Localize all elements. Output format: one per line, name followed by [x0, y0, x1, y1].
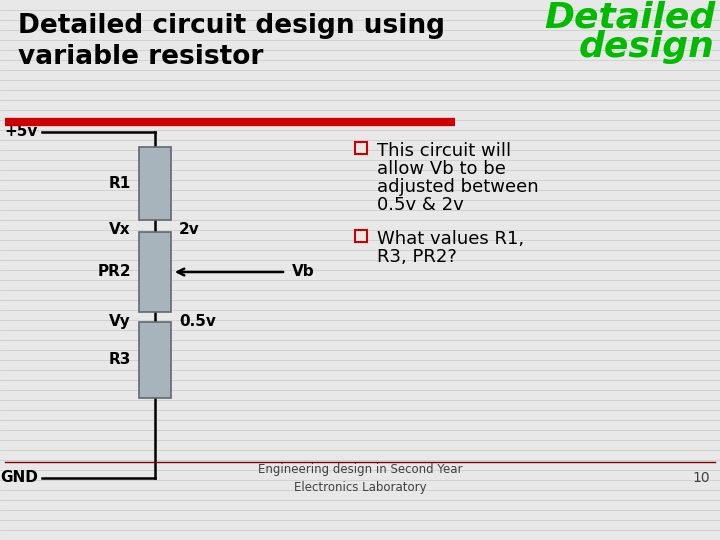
- Text: Engineering design in Second Year
Electronics Laboratory: Engineering design in Second Year Electr…: [258, 462, 462, 494]
- Text: +5v: +5v: [4, 124, 38, 138]
- Text: R3, PR2?: R3, PR2?: [377, 248, 457, 266]
- Text: What values R1,: What values R1,: [377, 230, 524, 248]
- Text: Vy: Vy: [109, 314, 131, 329]
- Bar: [139, 322, 171, 398]
- Text: PR2: PR2: [97, 265, 131, 280]
- Text: Detailed circuit design using
variable resistor: Detailed circuit design using variable r…: [18, 13, 445, 70]
- Text: 10: 10: [693, 471, 710, 485]
- Text: GND: GND: [0, 469, 38, 484]
- Text: R1: R1: [109, 176, 131, 191]
- Text: 2v: 2v: [179, 222, 199, 237]
- Bar: [139, 147, 171, 220]
- Text: This circuit will: This circuit will: [377, 142, 511, 160]
- Text: allow Vb to be: allow Vb to be: [377, 160, 506, 178]
- Text: 0.5v & 2v: 0.5v & 2v: [377, 196, 464, 214]
- Text: Vx: Vx: [109, 222, 131, 237]
- Bar: [355, 230, 367, 242]
- Text: R3: R3: [109, 353, 131, 368]
- Bar: [139, 232, 171, 312]
- Text: Vb: Vb: [292, 264, 315, 279]
- Text: design: design: [579, 30, 715, 64]
- Text: Detailed: Detailed: [544, 0, 715, 34]
- Bar: [355, 142, 367, 154]
- Text: 0.5v: 0.5v: [179, 314, 216, 329]
- Text: adjusted between: adjusted between: [377, 178, 539, 196]
